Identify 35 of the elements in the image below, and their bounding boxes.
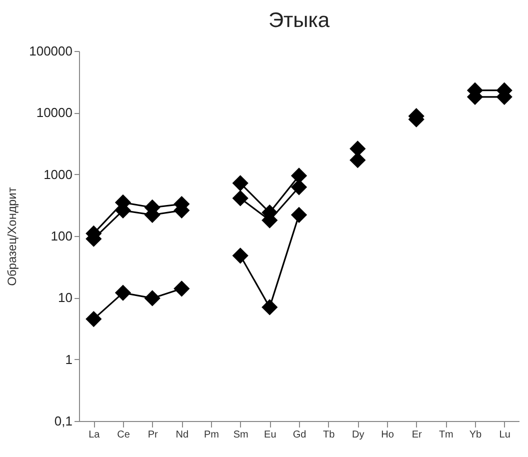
point	[232, 190, 248, 206]
y-tick-label: 1000	[44, 166, 72, 182]
x-tick-label: Ce	[117, 430, 130, 440]
y-tick-label: 10	[58, 290, 72, 306]
y-tick-label: 100000	[29, 44, 72, 58]
chart-title: Этыка	[268, 9, 330, 32]
x-tick-label: Tm	[438, 430, 454, 440]
point	[350, 152, 366, 168]
point	[86, 310, 102, 328]
point	[144, 290, 160, 306]
x-tick-label: Dy	[352, 430, 364, 440]
point	[174, 280, 190, 297]
x-tick-label: Lu	[499, 430, 510, 440]
x-tick-label: Er	[412, 430, 423, 440]
point	[262, 299, 278, 316]
x-tick-label: Ho	[381, 430, 394, 440]
point	[290, 206, 308, 223]
point	[114, 284, 132, 301]
y-tick-label: 1	[65, 352, 72, 367]
y-tick-label: 10000	[36, 105, 72, 120]
x-tick-label: Tb	[322, 430, 336, 440]
point	[232, 248, 248, 264]
x-tick-label: Eu	[264, 430, 276, 440]
y-tick-label: 0,1	[54, 414, 72, 428]
x-tick-label: Yb	[469, 430, 482, 440]
y-tick-label: 100	[50, 228, 72, 244]
point	[290, 179, 308, 196]
x-tick-label: La	[88, 430, 100, 440]
x-tick-label: Pm	[204, 430, 219, 440]
x-tick-label: Gd	[292, 430, 306, 440]
y-axis-title: Образец/Хондрит	[5, 186, 20, 286]
x-tick-label: Sm	[233, 430, 248, 440]
x-tick-label: Pr	[148, 430, 159, 440]
point	[232, 175, 248, 192]
x-tick-label: Nd	[176, 430, 189, 440]
